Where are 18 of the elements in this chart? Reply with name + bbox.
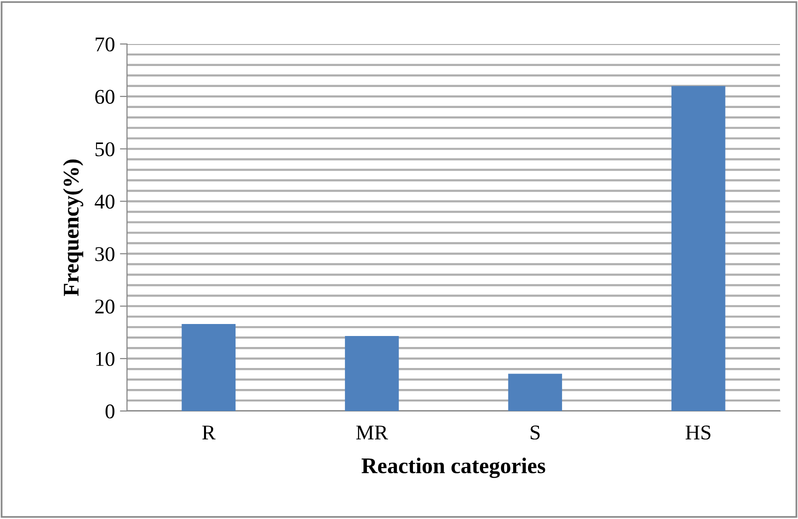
x-tick-label: S <box>530 426 540 440</box>
y-tick-label: 40 <box>94 194 114 209</box>
y-axis-title: Frequency(%) <box>63 160 84 296</box>
y-tick-label: 30 <box>95 247 114 262</box>
y-tick-label: 60 <box>95 90 114 104</box>
bar <box>344 336 399 411</box>
x-tick-label: HS <box>686 426 710 440</box>
bar <box>508 374 562 411</box>
x-tick-label: R <box>202 426 216 440</box>
x-tick-label: MR <box>356 426 388 440</box>
x-axis-title: Reaction categories <box>362 458 546 478</box>
bar <box>671 86 726 411</box>
y-tick-label: 20 <box>95 300 114 314</box>
bar <box>182 324 236 411</box>
y-tick-label: 70 <box>96 37 114 52</box>
y-tick-label: 0 <box>106 404 114 418</box>
y-tick-label: 10 <box>96 352 114 366</box>
y-tick-label: 50 <box>96 142 114 156</box>
